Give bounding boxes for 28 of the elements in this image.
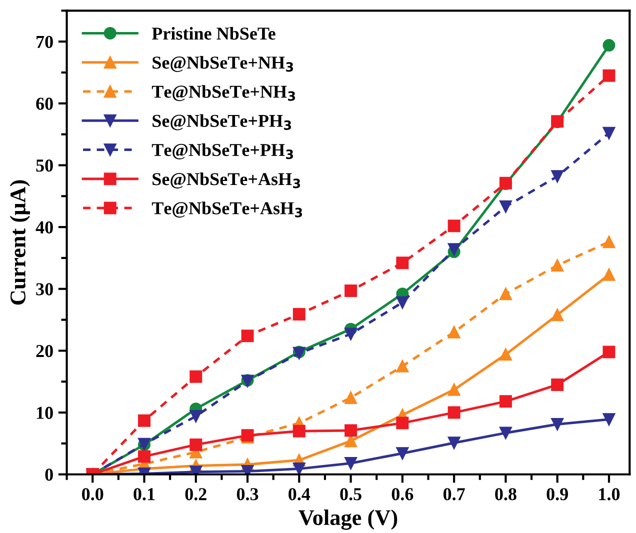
y-tick-label: 40 — [36, 221, 53, 234]
legend-label: Te@NbSeTe+NH$_{3}$ — [152, 85, 296, 102]
x-tick-label: 0.1 — [134, 488, 155, 500]
x-tick-label: 0.2 — [185, 488, 206, 500]
x-tick-label: 0.7 — [443, 488, 465, 500]
legend-label: Se@NbSeTe+AsH$_{3}$ — [152, 172, 300, 188]
legend-label: Pristine NbSeTe — [152, 27, 276, 40]
y-axis-title: Current (μA) — [10, 180, 30, 305]
x-tick-label: 0.3 — [236, 488, 258, 500]
x-tick-label: 0.5 — [340, 488, 362, 500]
x-tick-label: 0.0 — [82, 488, 104, 500]
y-tick-label: 0 — [45, 468, 53, 481]
y-tick-label: 20 — [36, 344, 53, 358]
x-tick-label: 0.6 — [392, 488, 414, 500]
legend-label: Se@NbSeTe+NH$_{3}$ — [152, 56, 294, 72]
x-axis-title: Volage (V) — [298, 509, 398, 530]
legend-label: Te@NbSeTe+AsH$_{3}$ — [152, 202, 302, 218]
x-tick-label: 0.9 — [546, 488, 568, 500]
x-tick-label: 0.8 — [495, 488, 516, 500]
y-tick-label: 70 — [36, 36, 53, 48]
x-tick-label: 0.4 — [288, 488, 310, 500]
y-tick-label: 50 — [36, 159, 53, 172]
y-tick-label: 30 — [36, 283, 53, 296]
y-tick-label: 60 — [36, 98, 53, 110]
legend-label: Te@NbSeTe+PH$_{3}$ — [152, 143, 294, 160]
x-tick-label: 1.0 — [599, 488, 620, 500]
legend-label: Se@NbSeTe+PH$_{3}$ — [152, 114, 292, 130]
y-tick-label: 10 — [36, 406, 53, 419]
